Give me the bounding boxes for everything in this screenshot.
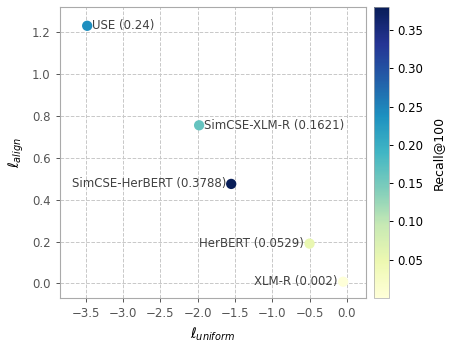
Text: HerBERT (0.0529): HerBERT (0.0529) bbox=[199, 237, 304, 250]
Text: SimCSE-HerBERT (0.3788): SimCSE-HerBERT (0.3788) bbox=[72, 177, 226, 190]
Point bbox=[340, 279, 347, 285]
Y-axis label: $\ell_{align}$: $\ell_{align}$ bbox=[7, 137, 26, 168]
Text: SimCSE-XLM-R (0.1621): SimCSE-XLM-R (0.1621) bbox=[204, 119, 345, 132]
Text: XLM-R (0.002): XLM-R (0.002) bbox=[254, 275, 338, 288]
Point bbox=[195, 122, 203, 128]
Text: USE (0.24): USE (0.24) bbox=[92, 19, 155, 32]
X-axis label: $\ell_{uniform}$: $\ell_{uniform}$ bbox=[190, 326, 235, 343]
Point bbox=[228, 181, 235, 187]
Y-axis label: Recall@100: Recall@100 bbox=[432, 116, 445, 190]
Point bbox=[84, 23, 91, 29]
Point bbox=[306, 241, 313, 246]
